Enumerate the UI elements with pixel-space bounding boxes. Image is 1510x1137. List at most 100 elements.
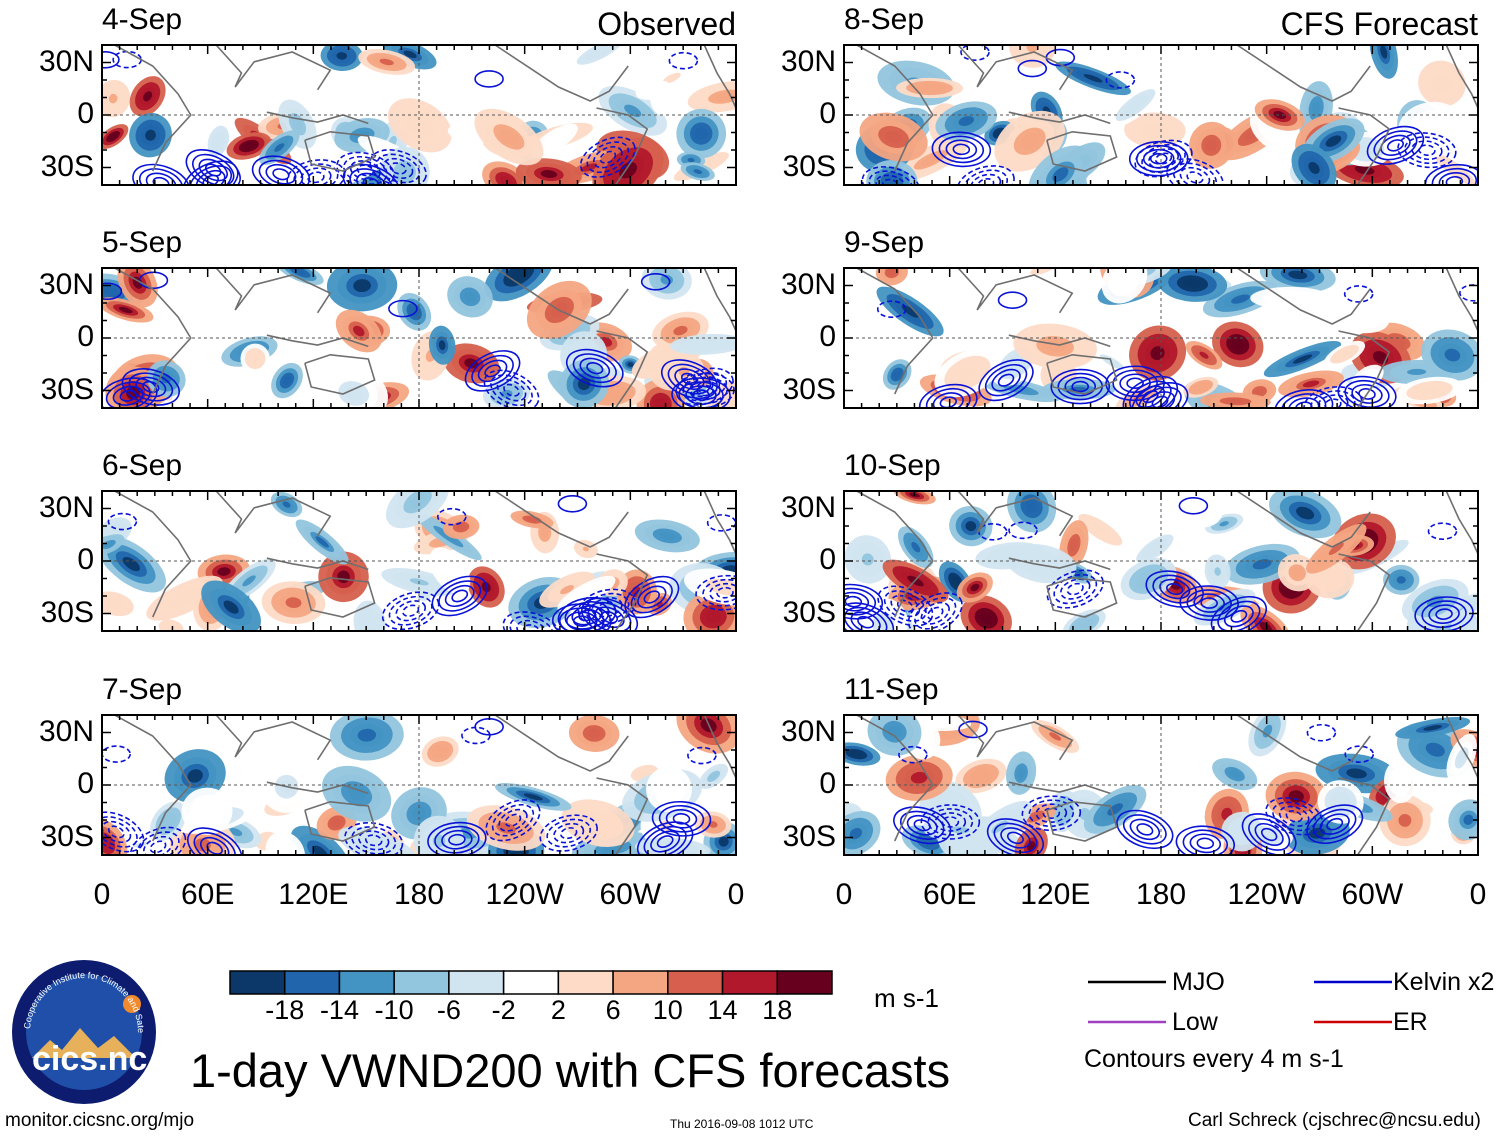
- colorbar-units: m s-1: [874, 983, 939, 1013]
- x-tick-label: 180: [393, 878, 445, 911]
- kelvin-contour: [667, 363, 712, 395]
- kelvin-contour: [307, 171, 325, 184]
- anomaly-cell: [693, 169, 703, 174]
- anomaly-cell: [1296, 506, 1315, 520]
- kelvin-contour: [484, 364, 501, 378]
- kelvin-contour: [491, 803, 535, 837]
- coastline: [1046, 353, 1118, 395]
- kelvin-contour: [187, 827, 243, 855]
- kelvin-contour: [920, 804, 981, 840]
- kelvin-contour: [882, 178, 900, 185]
- coastline: [596, 777, 649, 855]
- colorbar-label: 14: [707, 995, 738, 1025]
- anomaly-cell: [1396, 576, 1406, 584]
- anomaly-cell: [280, 847, 291, 855]
- kelvin-contour: [107, 512, 138, 531]
- kelvin-contour: [1126, 377, 1144, 390]
- main-title: 1-day VWND200 with CFS forecasts: [190, 1044, 951, 1097]
- x-tick-label: 120E: [1020, 878, 1091, 911]
- kelvin-contour: [674, 368, 705, 390]
- kelvin-contour: [1152, 574, 1198, 604]
- anomaly-cell: [242, 575, 256, 587]
- kelvin-contour: [1071, 380, 1090, 393]
- kelvin-contour: [709, 582, 736, 603]
- kelvin-contour: [258, 159, 304, 185]
- kelvin-contour: [382, 157, 414, 179]
- kelvin-contour: [960, 45, 990, 61]
- coastline: [1236, 715, 1371, 772]
- kelvin-contour: [1042, 807, 1061, 819]
- anomaly-cell: [174, 592, 195, 604]
- anomaly-cell: [345, 386, 363, 401]
- coastline: [114, 715, 192, 842]
- kelvin-contour: [1281, 393, 1327, 408]
- kelvin-contour: [844, 591, 870, 612]
- anomaly-cell: [108, 600, 119, 607]
- map-panel: [843, 714, 1479, 856]
- anomaly-cell: [1188, 502, 1203, 513]
- anomaly-cell: [163, 816, 173, 827]
- anomaly-cell: [110, 527, 119, 536]
- legend-label: ER: [1393, 1008, 1428, 1036]
- map-panel: [101, 44, 737, 186]
- anomaly-cell: [1078, 620, 1090, 628]
- cics-logo: Cooperative Institute for Climate and Sa…: [7, 950, 158, 1106]
- anomaly-cell: [214, 135, 223, 147]
- coastline: [1445, 491, 1478, 555]
- kelvin-contour: [1189, 833, 1222, 854]
- anomaly-cell: [449, 616, 461, 628]
- kelvin-contour: [427, 821, 487, 855]
- x-tick-label: 0: [727, 878, 745, 911]
- y-tick-label: 30S: [40, 149, 94, 183]
- panel-date-label: 9-Sep: [844, 226, 925, 259]
- anomaly-cell: [1219, 521, 1229, 527]
- map-panel: [101, 490, 737, 632]
- kelvin-contour: [702, 578, 736, 607]
- kelvin-contour: [1445, 176, 1464, 185]
- colorbar-label: 2: [550, 995, 566, 1025]
- kelvin-contour: [1149, 152, 1168, 165]
- x-tick-label: 120W: [1227, 878, 1306, 911]
- kelvin-contour: [365, 834, 383, 847]
- coastline: [703, 715, 736, 779]
- anomaly-cell: [1020, 133, 1039, 149]
- anomaly-cell: [403, 50, 417, 59]
- anomaly-cell: [1463, 814, 1474, 825]
- anomaly-cell: [1192, 75, 1204, 88]
- anomaly-cell: [659, 531, 676, 540]
- x-tick-label: 60E: [922, 878, 977, 911]
- anomaly-cell: [481, 581, 491, 593]
- kelvin-contour: [672, 812, 691, 825]
- anomaly-cell: [1183, 278, 1202, 289]
- kelvin-contour: [1008, 521, 1038, 540]
- anomaly-cell: [435, 747, 445, 756]
- colorbar-swatch: [502, 970, 560, 995]
- kelvin-contour: [599, 150, 617, 164]
- anomaly-cell: [440, 530, 457, 543]
- kelvin-contour: [358, 830, 390, 851]
- kelvin-contour: [1223, 605, 1254, 628]
- kelvin-contour: [682, 376, 728, 405]
- anomaly-cell: [292, 118, 303, 131]
- coastline: [1008, 334, 1111, 348]
- column-title: Observed: [597, 6, 736, 42]
- anomaly-cell: [979, 612, 993, 625]
- kelvin-contour: [1112, 369, 1158, 398]
- coastline: [494, 45, 629, 102]
- kelvin-contour: [102, 50, 120, 69]
- coastline: [1008, 781, 1111, 795]
- coastline: [856, 715, 934, 842]
- panel-date-label: 6-Sep: [102, 449, 183, 482]
- anomaly-cell: [673, 325, 688, 336]
- kelvin-contour: [1166, 158, 1224, 185]
- anomaly-cell: [143, 91, 153, 102]
- kelvin-contour: [586, 361, 604, 375]
- kelvin-contour: [658, 804, 705, 833]
- colorbar-swatch: [393, 970, 450, 995]
- kelvin-contour: [636, 821, 694, 855]
- anomaly-cell: [911, 541, 921, 553]
- footer-url[interactable]: monitor.cicsnc.org/mjo: [5, 1110, 195, 1131]
- coastline: [1338, 107, 1391, 185]
- kelvin-contour: [945, 139, 978, 160]
- map-panel: [843, 44, 1479, 186]
